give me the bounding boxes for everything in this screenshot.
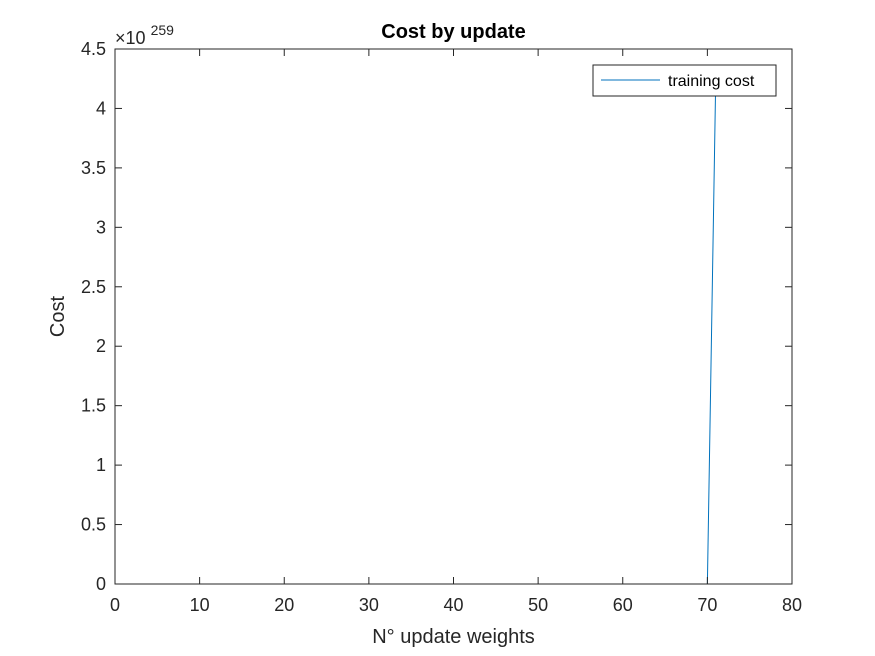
y-tick-label: 3: [96, 217, 106, 237]
y-tick-label: 1.5: [81, 396, 106, 416]
y-tick-label: 2: [96, 336, 106, 356]
x-tick-label: 30: [359, 595, 379, 615]
axis-ticks: 0 10 20 30 40 50 60 70 80 0 0.5 1 1.5 2 2.5 3 3.5 4 4.5: [81, 39, 802, 615]
x-tick-label: 40: [443, 595, 463, 615]
chart-title: Cost by update: [381, 21, 525, 43]
x-tick-label: 0: [110, 595, 120, 615]
y-multiplier-base: ×10: [115, 28, 146, 48]
x-axis-title: N° update weights: [372, 626, 535, 648]
x-tick-label: 80: [782, 595, 802, 615]
y-tick-label: 3.5: [81, 158, 106, 178]
legend: training cost: [592, 64, 777, 97]
y-tick-label: 2.5: [81, 277, 106, 297]
x-tick-label: 50: [528, 595, 548, 615]
y-tick-label: 0.5: [81, 515, 106, 535]
y-tick-label: 4.5: [81, 39, 106, 59]
y-tick-label: 1: [96, 455, 106, 475]
x-tick-label: 60: [613, 595, 633, 615]
plot-area: [115, 49, 792, 584]
y-tick-label: 4: [96, 98, 106, 118]
x-tick-label: 70: [697, 595, 717, 615]
y-multiplier-exponent: 259: [151, 22, 175, 38]
x-tick-label: 20: [274, 595, 294, 615]
y-axis-multiplier: ×10 259: [115, 22, 174, 48]
y-axis-title: Cost: [47, 295, 69, 337]
legend-label: training cost: [668, 73, 755, 90]
axes-box: [114, 48, 793, 585]
y-tick-label: 0: [96, 574, 106, 594]
x-tick-label: 10: [190, 595, 210, 615]
